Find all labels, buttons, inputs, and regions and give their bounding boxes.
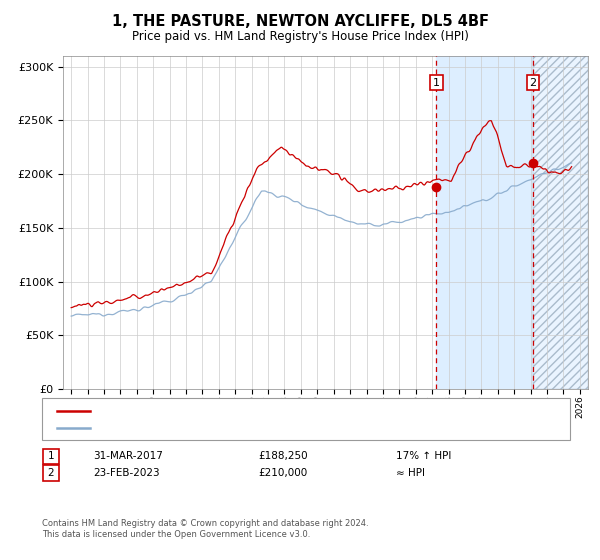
Text: HPI: Average price, detached house, County Durham: HPI: Average price, detached house, Coun…	[99, 423, 362, 433]
Text: 2: 2	[529, 78, 536, 88]
Text: Contains HM Land Registry data © Crown copyright and database right 2024.
This d: Contains HM Land Registry data © Crown c…	[42, 520, 368, 539]
Text: ≈ HPI: ≈ HPI	[396, 468, 425, 478]
Text: 1: 1	[433, 78, 440, 88]
Text: Price paid vs. HM Land Registry's House Price Index (HPI): Price paid vs. HM Land Registry's House …	[131, 30, 469, 43]
Text: 1, THE PASTURE, NEWTON AYCLIFFE, DL5 4BF: 1, THE PASTURE, NEWTON AYCLIFFE, DL5 4BF	[112, 14, 488, 29]
Text: 17% ↑ HPI: 17% ↑ HPI	[396, 451, 451, 461]
Text: 23-FEB-2023: 23-FEB-2023	[93, 468, 160, 478]
Text: 31-MAR-2017: 31-MAR-2017	[93, 451, 163, 461]
Bar	[533, 56, 588, 389]
Text: 1: 1	[47, 451, 55, 461]
Bar	[436, 56, 533, 389]
Text: 2: 2	[47, 468, 55, 478]
Text: 1, THE PASTURE, NEWTON AYCLIFFE, DL5 4BF (detached house): 1, THE PASTURE, NEWTON AYCLIFFE, DL5 4BF…	[99, 406, 417, 416]
Text: £188,250: £188,250	[258, 451, 308, 461]
Text: £210,000: £210,000	[258, 468, 307, 478]
Bar	[533, 56, 588, 389]
